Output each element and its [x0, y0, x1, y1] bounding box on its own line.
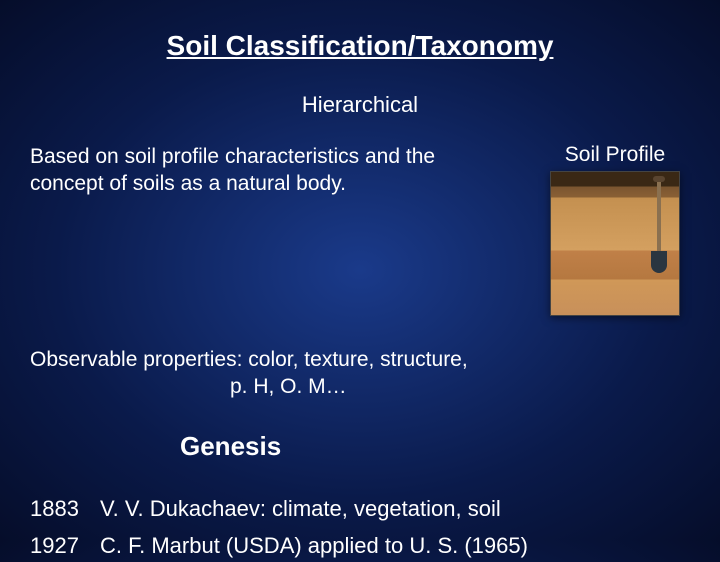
observable-properties: Observable properties: color, texture, s… — [30, 346, 690, 401]
body-text: Based on soil profile characteristics an… — [30, 143, 450, 198]
history-row: 1883 V. V. Dukachaev: climate, vegetatio… — [30, 492, 690, 525]
shovel-icon — [657, 180, 661, 255]
slide-container: Soil Classification/Taxonomy Hierarchica… — [0, 0, 720, 540]
slide-subtitle: Hierarchical — [30, 92, 690, 118]
observable-line2: p. H, O. M… — [230, 373, 690, 400]
soil-profile-label: Soil Profile — [550, 143, 680, 167]
history-row: 1927 C. F. Marbut (USDA) applied to U. S… — [30, 529, 690, 562]
history-text: V. V. Dukachaev: climate, vegetation, so… — [100, 492, 501, 525]
history-year: 1927 — [30, 529, 86, 562]
slide-title: Soil Classification/Taxonomy — [70, 30, 650, 62]
history-section: 1883 V. V. Dukachaev: climate, vegetatio… — [30, 492, 690, 562]
soil-profile-image — [550, 171, 680, 316]
content-row: Based on soil profile characteristics an… — [30, 143, 690, 316]
history-year: 1883 — [30, 492, 86, 525]
history-text: C. F. Marbut (USDA) applied to U. S. (19… — [100, 529, 528, 562]
genesis-heading: Genesis — [180, 431, 690, 462]
observable-line1: Observable properties: color, texture, s… — [30, 346, 690, 373]
soil-profile-section: Soil Profile — [550, 143, 680, 316]
